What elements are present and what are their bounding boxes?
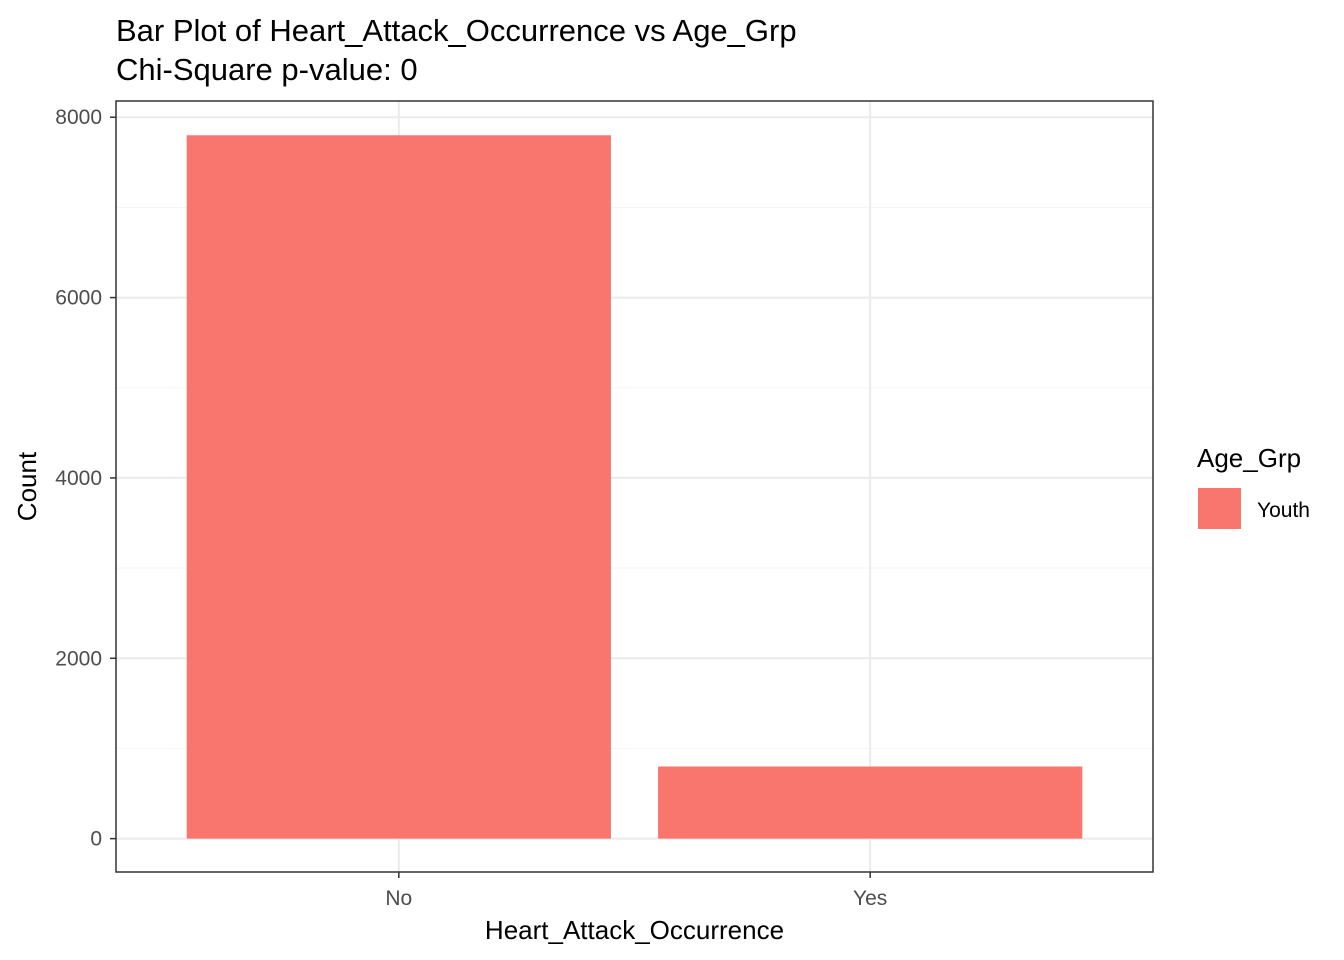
legend-title: Age_Grp [1197,443,1301,473]
chart-title: Bar Plot of Heart_Attack_Occurrence vs A… [116,13,797,48]
y-tick-label: 4000 [55,467,102,490]
x-tick-label: No [385,887,412,910]
panel-border [115,100,1154,873]
x-axis-title: Heart_Attack_Occurrence [485,915,784,945]
legend-label: Youth [1257,499,1310,522]
y-tick-label: 0 [90,828,102,851]
y-axis: 0 2000 4000 6000 8000 [55,106,116,851]
bar-no [186,135,611,839]
legend-swatch [1198,488,1241,529]
legend-items: Youth [1198,488,1310,529]
x-axis: No Yes [385,872,887,910]
y-tick-label: 8000 [55,106,102,129]
x-tick-label: Yes [853,887,887,910]
legend: Age_Grp Youth [1197,443,1310,529]
y-axis-title: Count [12,451,42,521]
y-tick-label: 2000 [55,647,102,670]
chart-subtitle: Chi-Square p-value: 0 [116,52,418,87]
y-tick-label: 6000 [55,287,102,310]
bars [186,135,1083,839]
bar-yes [658,766,1083,839]
